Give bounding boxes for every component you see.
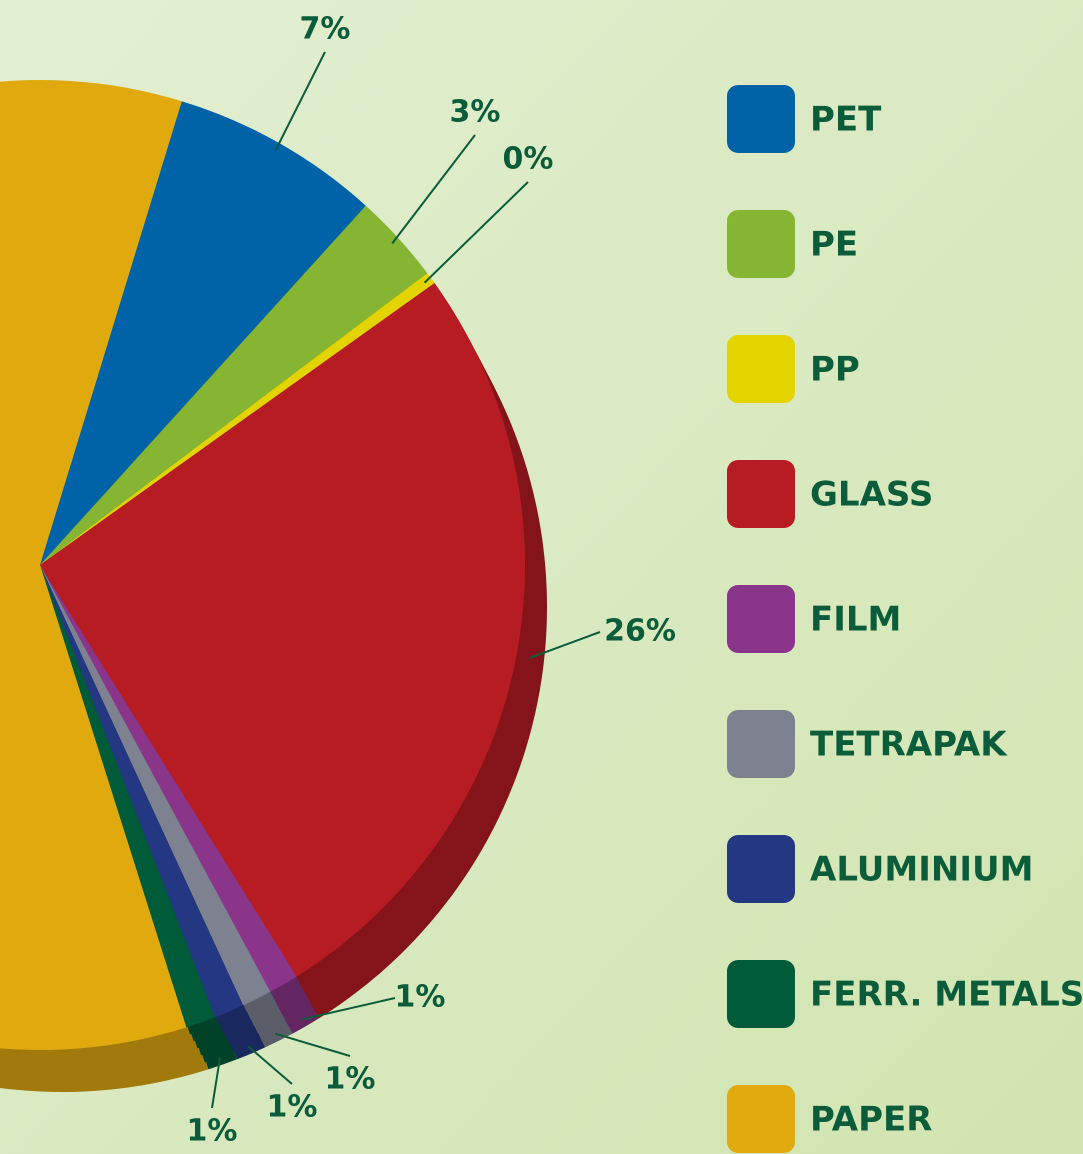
leader-line (529, 631, 601, 659)
value-label: 1% (395, 980, 446, 1015)
value-label: 7% (300, 12, 351, 47)
legend-label: FERR. METALS (810, 975, 1083, 1015)
legend-label: PE (810, 225, 858, 265)
leader-line (274, 1032, 351, 1057)
slice (40, 101, 366, 565)
legend-label: FILM (810, 600, 901, 640)
legend-label: ALUMINIUM (810, 850, 1033, 890)
legend-swatch (727, 585, 795, 653)
legend-swatch (727, 960, 795, 1028)
legend-swatch (727, 460, 795, 528)
legend-swatch (727, 335, 795, 403)
legend-label: PET (810, 100, 882, 140)
legend-swatch (727, 710, 795, 778)
value-label: 3% (450, 95, 501, 130)
leader-line (274, 51, 326, 151)
value-label: 1% (187, 1114, 238, 1149)
slice (40, 273, 435, 565)
value-label: 1% (267, 1090, 318, 1125)
leader-line (247, 1045, 293, 1085)
value-label: 0% (503, 142, 554, 177)
legend-swatch (727, 835, 795, 903)
slice (40, 282, 526, 977)
legend-label: GLASS (810, 475, 933, 515)
legend-swatch (727, 1085, 795, 1153)
slice (40, 205, 428, 565)
legend-label: PAPER (810, 1100, 932, 1140)
slice (40, 565, 297, 992)
leader-line (391, 134, 476, 244)
slice (40, 565, 244, 1018)
slice (40, 565, 271, 1006)
leader-line (301, 997, 396, 1021)
leader-line (423, 181, 529, 284)
legend-swatch (727, 210, 795, 278)
leader-line (211, 1056, 222, 1109)
slice (40, 565, 216, 1028)
legend-label: TETRAPAK (810, 725, 1008, 765)
slice (0, 80, 187, 1050)
legend-swatch (727, 85, 795, 153)
legend-label: PP (810, 350, 860, 390)
value-label: 1% (325, 1062, 376, 1097)
value-label: 26% (604, 614, 676, 649)
